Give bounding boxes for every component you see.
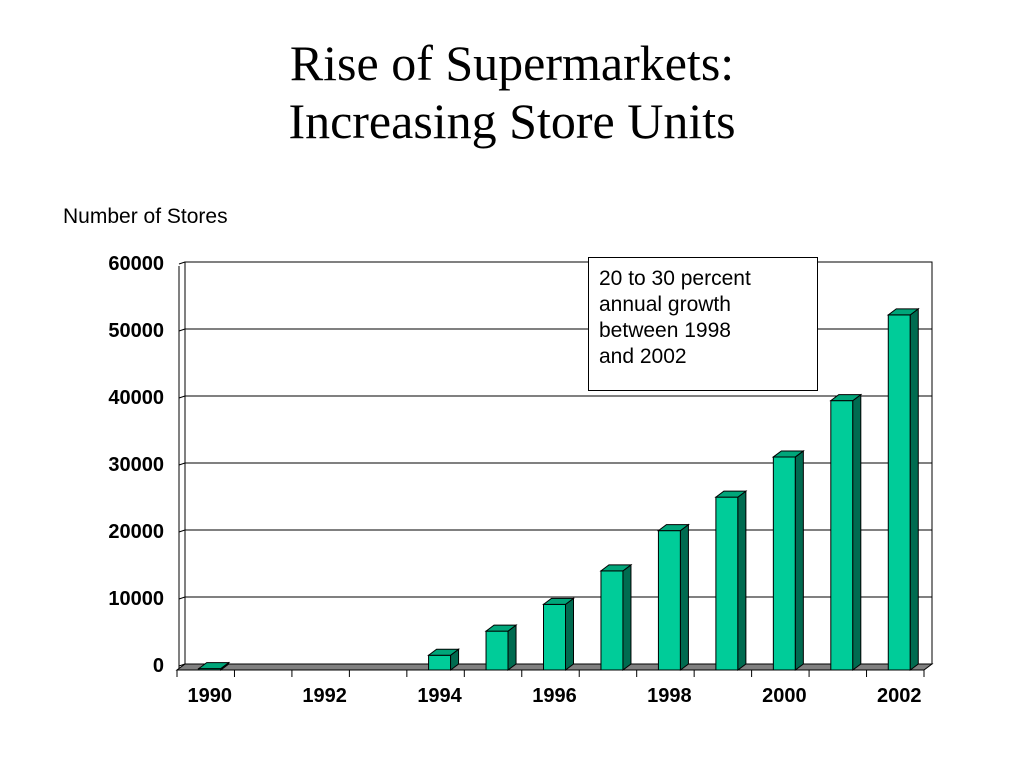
y-tick-label: 30000 xyxy=(108,454,164,476)
y-tick xyxy=(178,261,186,265)
bar-1999 xyxy=(715,496,739,671)
bar-side-2001 xyxy=(852,393,862,671)
bar-2001 xyxy=(830,400,854,671)
y-tick xyxy=(178,462,186,466)
bar-1994 xyxy=(428,654,452,671)
bar-top-2000 xyxy=(771,450,805,458)
y-tick-label: 50000 xyxy=(108,320,164,342)
slide-title-line-2: Increasing Store Units xyxy=(288,93,736,149)
x-tick-label-1996: 1996 xyxy=(532,685,577,707)
bar-side-1995 xyxy=(507,624,517,671)
bar-top-2002 xyxy=(886,308,920,316)
x-tick-label-1992: 1992 xyxy=(302,685,347,707)
y-tick xyxy=(178,328,186,332)
slide-title-line-1: Rise of Supermarkets: xyxy=(289,35,735,91)
y-tick-label: 60000 xyxy=(108,253,164,275)
bar-1998 xyxy=(657,530,681,671)
bar-top-1996 xyxy=(542,597,575,605)
x-tick-label-1998: 1998 xyxy=(647,685,692,707)
bar-side-1998 xyxy=(679,523,689,671)
bar-2002 xyxy=(887,314,911,671)
y-tick-label: 40000 xyxy=(108,387,164,409)
bar-side-1997 xyxy=(622,563,632,671)
bar-side-1996 xyxy=(565,597,574,671)
bar-top-2001 xyxy=(829,394,863,402)
x-tick-label-1994: 1994 xyxy=(417,685,462,707)
slide-title: Rise of Supermarkets: Increasing Store U… xyxy=(0,34,1024,150)
annotation-line: 20 to 30 percent xyxy=(599,267,751,290)
bar-top-1998 xyxy=(656,524,690,532)
bar-1995 xyxy=(485,630,509,671)
annotation-line: between 1998 xyxy=(599,319,731,342)
bar-side-2002 xyxy=(909,307,919,671)
bar-1996 xyxy=(543,603,566,671)
bar-1997 xyxy=(600,570,624,671)
x-tick-label-2002: 2002 xyxy=(877,685,922,707)
y-tick-label: 0 xyxy=(153,655,164,677)
y-axis-title: Number of Stores xyxy=(63,205,228,228)
y-tick-label: 10000 xyxy=(108,588,164,610)
y-tick xyxy=(178,395,186,399)
bar-top-1997 xyxy=(599,564,633,572)
bar-side-1999 xyxy=(737,490,747,671)
bar-top-1990 xyxy=(197,662,231,670)
annotation-line: annual growth xyxy=(599,293,731,316)
y-tick xyxy=(178,529,186,533)
y-tick-label: 20000 xyxy=(108,521,164,543)
annotation-line: and 2002 xyxy=(599,345,687,368)
x-tick-label-1990: 1990 xyxy=(187,685,232,707)
x-tick-label-2000: 2000 xyxy=(762,685,807,707)
growth-annotation-box: 20 to 30 percent annual growth between 1… xyxy=(588,257,818,391)
y-tick xyxy=(178,596,186,600)
bar-2000 xyxy=(772,456,796,671)
bar-top-1999 xyxy=(714,490,748,498)
bar-top-1994 xyxy=(427,648,461,656)
bar-top-1995 xyxy=(484,624,518,632)
bar-side-2000 xyxy=(794,449,804,671)
